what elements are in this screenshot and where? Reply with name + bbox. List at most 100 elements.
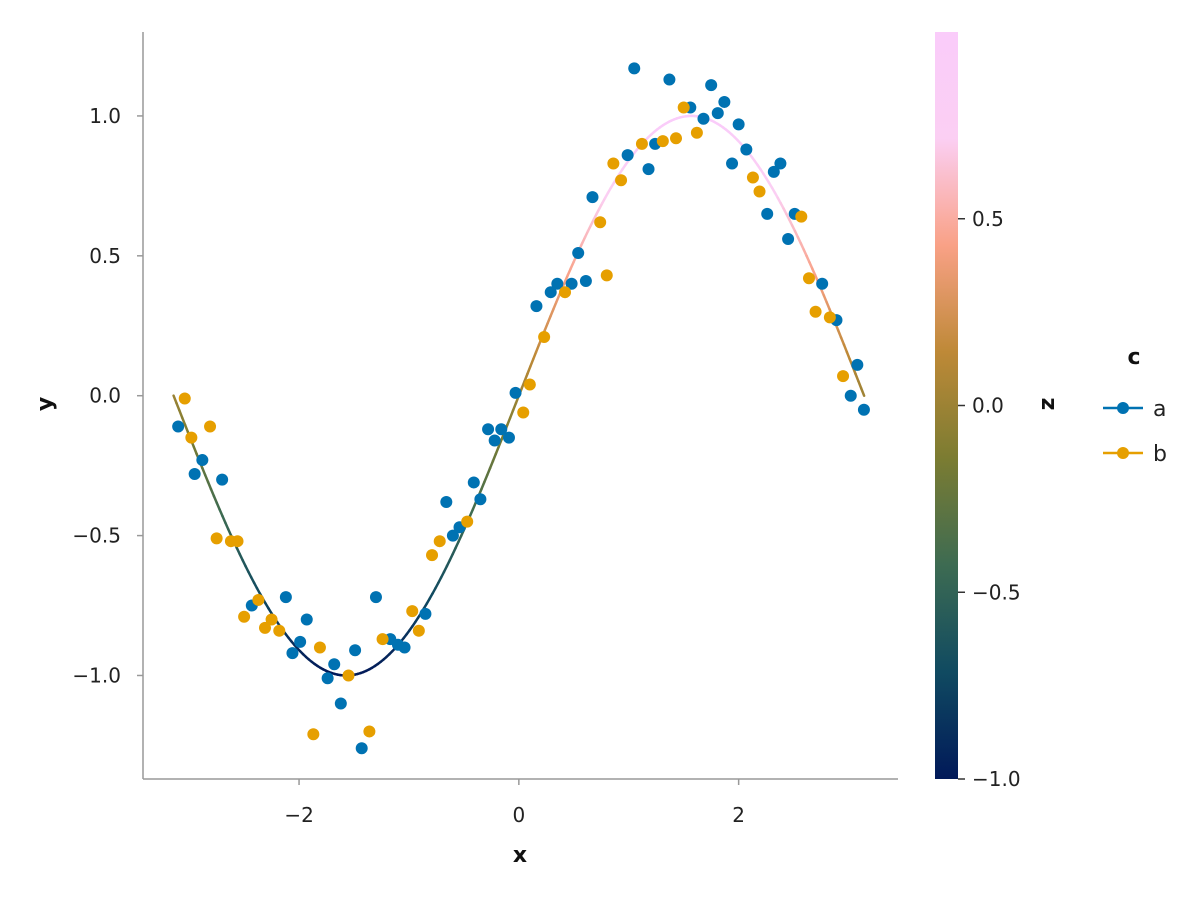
scatter-point-a — [216, 473, 229, 486]
scatter-point-a — [844, 389, 857, 402]
scatter-point-b — [252, 593, 265, 606]
sine-line-segment — [508, 409, 515, 419]
sine-line-segment — [180, 416, 187, 427]
scatter-point-a — [328, 658, 341, 671]
sine-line-segment — [480, 480, 486, 491]
scatter-point-a — [279, 591, 292, 604]
scatter-point-a — [761, 207, 774, 220]
y-ticks: −1.0 −0.5 0.0 0.5 1.0 — [72, 104, 143, 687]
scatter-point-b — [607, 157, 620, 170]
scatter-point-b — [837, 370, 850, 383]
sine-line-segment — [529, 357, 535, 368]
sine-line-segment — [534, 343, 541, 354]
sine-line-segment — [531, 350, 538, 361]
sine-line-segment — [192, 445, 198, 456]
scatter-point-b — [795, 210, 808, 223]
scatter-point-a — [172, 420, 185, 433]
scatter-point-b — [210, 532, 223, 545]
scatter-point-a — [579, 275, 592, 287]
scatter-point-a — [369, 591, 382, 604]
scatter-point-b — [204, 420, 217, 433]
scatter-point-b — [231, 535, 244, 548]
scatter-point-b — [363, 725, 376, 738]
scatter-point-a — [586, 191, 599, 204]
scatter-point-b — [809, 305, 822, 318]
y-axis-label: y — [33, 397, 58, 411]
x-tick-label: −2 — [284, 803, 313, 827]
scatter-point-a — [565, 277, 578, 290]
sine-line-segment — [857, 379, 863, 390]
scatter-point-b — [265, 613, 278, 626]
y-tick-label: 0.5 — [89, 244, 121, 268]
scatter-point-b — [517, 406, 530, 419]
y-tick-label: −0.5 — [72, 524, 121, 548]
scatter-point-b — [342, 669, 355, 682]
scatter-point-a — [502, 431, 515, 444]
scatter-point-a — [857, 403, 870, 416]
scatter-point-b — [538, 330, 551, 343]
plot-area: −2 0 2 −1.0 −0.5 0.0 0.5 1.0 — [72, 32, 898, 827]
scatter-point-b — [307, 728, 320, 741]
sine-line-segment — [483, 473, 489, 484]
scatter-point-b — [185, 431, 198, 444]
sine-line-segment — [859, 387, 866, 397]
scatter-point-b — [670, 132, 683, 145]
sine-line-segment — [549, 308, 555, 318]
sine-line-segment — [494, 445, 500, 456]
sine-line-segment — [839, 336, 846, 346]
sine-line-segment — [497, 438, 503, 448]
scatter-point-b — [412, 624, 425, 637]
legend-label-b: b — [1153, 442, 1167, 467]
scatter-point-b — [823, 311, 836, 324]
scatter-point-b — [406, 605, 419, 618]
scatter-point-b — [313, 641, 326, 654]
scatter-point-a — [572, 247, 585, 260]
scatter-point-a — [663, 73, 676, 86]
scatter-point-a — [474, 493, 487, 506]
sine-line-segment — [488, 459, 495, 470]
scatter-point-b — [746, 171, 759, 184]
scatter-point-b — [178, 392, 191, 405]
scatter-point-b — [753, 185, 766, 198]
sine-line-segment — [511, 401, 518, 412]
sine-line-segment — [546, 315, 552, 325]
scatter-point-a — [782, 233, 795, 246]
sine-line-segment — [506, 416, 512, 427]
scatter-point-a — [488, 434, 501, 447]
scatter-point-a — [188, 468, 201, 481]
scatter-point-a — [711, 107, 724, 120]
scatter-point-a — [628, 62, 641, 75]
scatter-point-a — [718, 95, 731, 108]
scatter-point-a — [705, 79, 718, 92]
colorbar-label: z — [1035, 398, 1060, 411]
scatter-point-a — [551, 277, 564, 290]
y-tick-label: 1.0 — [89, 104, 121, 128]
scatter-point-a — [621, 149, 634, 162]
colorbar-tick-label: 0.0 — [972, 394, 1004, 418]
legend-title: c — [1127, 345, 1140, 370]
scatter-point-a — [294, 635, 307, 648]
scatter-point-a — [816, 277, 829, 290]
scatter-point-a — [286, 647, 299, 660]
scatter-point-b — [690, 126, 703, 139]
legend-entries: ab — [1103, 397, 1167, 467]
scatter-point-a — [697, 112, 710, 125]
scatter-point-a — [482, 423, 495, 436]
sine-line-segment — [175, 401, 181, 412]
sine-line-segment — [172, 394, 178, 405]
sine-line-segment — [204, 473, 210, 484]
scatter-point-a — [419, 607, 432, 620]
sine-line-segment — [485, 466, 492, 477]
x-tick-label: 2 — [732, 803, 745, 827]
sine-line-segment — [552, 301, 558, 311]
sine-line-segment — [836, 329, 843, 339]
scatter-point-b — [238, 610, 251, 623]
sine-line-segment — [543, 322, 549, 332]
sine-line-segment — [854, 372, 860, 383]
sine-line-segment — [183, 423, 190, 434]
scatter-point-a — [334, 697, 347, 710]
colorbar-gradient — [935, 32, 958, 779]
scatter-point-b — [594, 216, 607, 229]
colorbar-tick-label: 0.5 — [972, 207, 1004, 231]
